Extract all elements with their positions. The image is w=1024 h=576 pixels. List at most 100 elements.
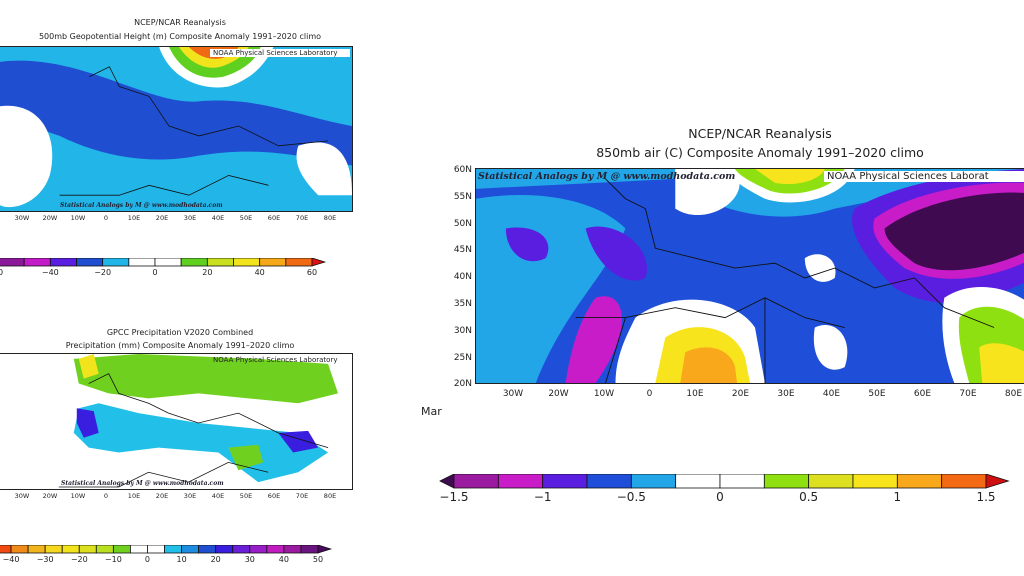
- colorbar-label: 20: [202, 268, 212, 277]
- colorbar-segment: [896, 474, 943, 489]
- lat-tick-label: 50N: [453, 218, 472, 229]
- colorbar-segment: [233, 258, 261, 267]
- lon-tick-label: 20W: [42, 492, 58, 500]
- air-map: NOAA Physical Sciences Laborat Statistic…: [475, 168, 1024, 384]
- lat-tick-label: 40N: [453, 272, 472, 283]
- colorbar-segment: [630, 474, 677, 489]
- lon-tick-label: 10E: [127, 214, 141, 222]
- hgt-watermark: Statistical Analogs by M @ www.modhodata…: [60, 202, 223, 209]
- hgt-title-2: 500mb Geopotential Height (m) Composite …: [38, 32, 322, 41]
- hgt-colorbar: 60 −40 −20 0 20 40 60: [0, 258, 327, 277]
- lon-tick-label: 10W: [593, 389, 615, 399]
- colorbar-label: 1.5: [976, 490, 995, 504]
- colorbar-segment: [112, 545, 131, 554]
- colorbar-segment: [76, 258, 104, 267]
- colorbar-segment: [181, 545, 200, 554]
- lon-tick-label: 70E: [959, 389, 977, 399]
- lon-tick-label: 10W: [70, 492, 86, 500]
- lon-tick-label: 50E: [239, 492, 253, 500]
- colorbar-segment: [130, 545, 148, 554]
- lon-tick-label: 20E: [731, 389, 750, 399]
- colorbar-label: −1: [534, 490, 552, 504]
- colorbar-segment: [128, 258, 156, 267]
- colorbar-segment: [300, 545, 319, 554]
- colorbar-segment: [259, 258, 287, 267]
- colorbar-label: 60: [0, 268, 3, 277]
- colorbar-segment: [164, 545, 182, 554]
- precip-map: NOAA Physical Sciences Laboratory Statis…: [0, 353, 353, 490]
- colorbar-segment: [61, 545, 80, 554]
- colorbar-segment: [0, 258, 25, 267]
- colorbar-segment: [763, 474, 810, 489]
- colorbar-segment: [542, 474, 588, 489]
- colorbar-label: 40: [279, 555, 289, 564]
- colorbar-segment: [586, 474, 632, 489]
- lat-tick-label: 20N: [453, 379, 472, 390]
- lon-tick-label: 40E: [211, 492, 225, 500]
- hgt-title-1: NCEP/NCAR Reanalysis: [134, 18, 226, 27]
- colorbar-label: 20: [211, 555, 221, 564]
- colorbar-segment: [808, 474, 854, 489]
- colorbar-label: 0: [152, 268, 157, 277]
- lon-tick-label: 30E: [183, 214, 197, 222]
- lon-tick-label: 20E: [155, 492, 169, 500]
- lon-tick-label: 10E: [127, 492, 141, 500]
- colorbar-segment: [95, 545, 114, 554]
- colorbar-label: 10: [176, 555, 186, 564]
- precip-colorbar: −40 −30 −20 −10 0 10 20 30 40 50: [0, 545, 333, 564]
- colorbar-label: 0: [145, 555, 150, 564]
- air-colorbar: −1.5 −1 −0.5 0 0.5 1 1.5: [439, 474, 1010, 504]
- lon-tick-label: 10E: [686, 389, 704, 399]
- colorbar-segment: [27, 545, 46, 554]
- lon-tick-label: 20W: [548, 389, 569, 399]
- colorbar-segment: [0, 545, 12, 554]
- colorbar-segment: [941, 474, 987, 489]
- air-credit: NOAA Physical Sciences Laborat: [824, 171, 1024, 182]
- hgt-lon-ticks: 30W 20W 10W 0 10E 20E 30E 40E 50E 60E 70E 80E: [0, 214, 354, 226]
- lon-tick-label: 70E: [295, 214, 309, 222]
- lat-tick-label: 30N: [453, 325, 472, 336]
- lon-tick-label: 10W: [70, 214, 86, 222]
- colorbar-label: −0.5: [617, 490, 646, 504]
- colorbar-low-arrow: [439, 474, 455, 489]
- hgt-credit: NOAA Physical Sciences Laboratory: [210, 49, 350, 57]
- colorbar-label: −20: [94, 268, 111, 277]
- lon-tick-label: 40E: [211, 214, 225, 222]
- colorbar-label: 1: [894, 490, 902, 504]
- lon-tick-label: 80E: [323, 214, 337, 222]
- colorbar-segment: [215, 545, 234, 554]
- colorbar-label: −30: [37, 555, 54, 564]
- lon-tick-label: 50E: [868, 389, 886, 399]
- lat-tick-label: 55N: [453, 191, 472, 202]
- colorbar-segment: [852, 474, 898, 489]
- colorbar-segment: [147, 545, 165, 554]
- colorbar-segment: [497, 474, 544, 489]
- colorbar-label: 60: [307, 268, 317, 277]
- colorbar-segment: [198, 545, 217, 554]
- colorbar-segment: [49, 258, 77, 267]
- lon-tick-label: 50E: [239, 214, 253, 222]
- lon-tick-label: 20E: [155, 214, 169, 222]
- colorbar-segment: [285, 258, 313, 267]
- lon-tick-label: 60E: [913, 389, 932, 399]
- lon-tick-label: 20W: [42, 214, 58, 222]
- air-watermark: Statistical Analogs by M @ www.modhodata…: [478, 171, 736, 182]
- colorbar-label: 50: [313, 555, 323, 564]
- colorbar-high-arrow: [317, 545, 333, 554]
- precip-lon-ticks: 30W 20W 10W 0 10E 20E 30E 40E 50E 60E 70E 80E: [0, 492, 354, 504]
- colorbar-high-arrow: [985, 474, 1010, 489]
- lon-tick-label: 30W: [14, 492, 30, 500]
- colorbar-segment: [266, 545, 285, 554]
- lon-tick-label: 80E: [323, 492, 337, 500]
- lon-tick-label: 0: [646, 389, 653, 399]
- air-month-label: Mar: [421, 405, 442, 418]
- lon-tick-label: 40E: [822, 389, 841, 399]
- colorbar-segment: [78, 545, 97, 554]
- air-lon-ticks: 30W 20W 10W 0 10E 20E 30E 40E 50E 60E 70E 80E: [475, 389, 1024, 401]
- colorbar-segment: [249, 545, 268, 554]
- hgt-map: NOAA Physical Sciences Laboratory Statis…: [0, 46, 353, 212]
- colorbar-label: −40: [3, 555, 20, 564]
- lon-tick-label: 80E: [1004, 389, 1023, 399]
- precip-title-1: GPCC Precipitation V2020 Combined: [106, 328, 254, 337]
- air-title-2: 850mb air (C) Composite Anomaly 1991–202…: [596, 145, 924, 160]
